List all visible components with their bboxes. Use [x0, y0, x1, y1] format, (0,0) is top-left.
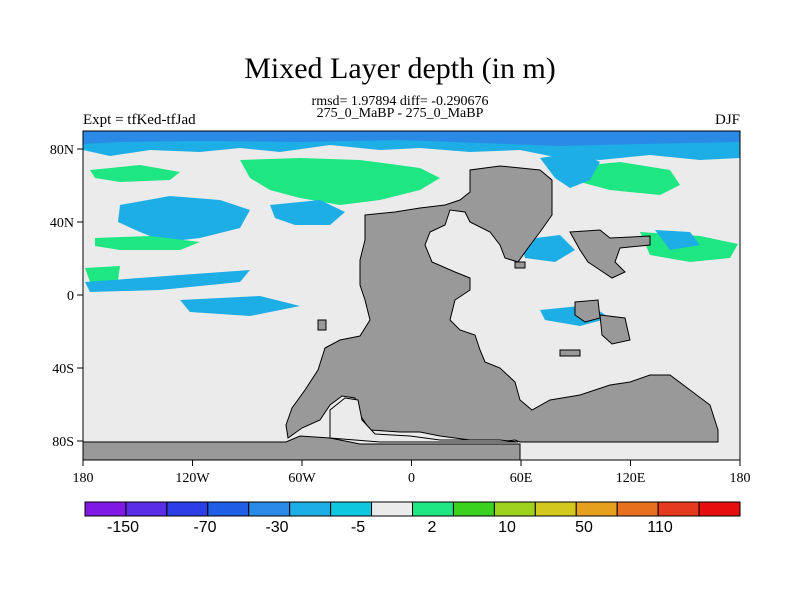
map-title: Mixed Layer depth (in m) [244, 52, 556, 85]
land-east-peninsula [569, 229, 651, 279]
season-label: DJF [714, 112, 740, 128]
colorbar-swatch [534, 501, 577, 517]
indian-blue [520, 235, 575, 262]
south-light-inlet [329, 397, 519, 443]
x-tick-label: 0 [408, 471, 415, 486]
land-islands-b [599, 314, 631, 345]
colorbar-labels: -150 -70 -30 -5 2 10 50 110 [107, 519, 673, 536]
x-tick-labels: 180 120W 60W 0 60E 120E 180 [73, 471, 751, 486]
axis-ticks [77, 148, 741, 466]
colorbar-swatch [84, 501, 127, 517]
colorbar-label: -70 [193, 519, 216, 536]
green-band-40n [95, 236, 200, 250]
tropical-blue-a [85, 270, 250, 292]
x-tick-label: 60W [288, 471, 316, 486]
arctic-dark-band [83, 131, 740, 146]
colorbar-label: 50 [575, 519, 593, 536]
x-tick-label: 180 [730, 471, 751, 486]
colorbar-label: 10 [498, 519, 516, 536]
colorbar-label: -5 [351, 519, 365, 536]
tropical-blue-b [180, 296, 300, 316]
colorbar-label: 2 [428, 519, 437, 536]
colorbar [84, 501, 741, 517]
north-green-b [90, 165, 180, 182]
colorbar-label: -150 [107, 519, 139, 536]
colorbar-swatch [125, 501, 168, 517]
y-tick-label: 0 [67, 289, 74, 304]
land-islands-d [317, 319, 327, 331]
x-tick-label: 120E [616, 471, 646, 486]
x-tick-label: 60E [510, 471, 533, 486]
y-tick-label: 40N [50, 216, 74, 231]
colorbar-swatch [207, 501, 250, 517]
anomaly-patches [83, 131, 740, 326]
land-islands-c [559, 349, 581, 357]
colorbar-swatch [166, 501, 209, 517]
colorbar-swatch [657, 501, 700, 517]
colorbar-swatch [698, 501, 741, 517]
land-islands-e [514, 261, 526, 269]
pacific-blue [118, 196, 250, 242]
tropical-green [85, 266, 120, 282]
experiment-label: Expt = tfKed-tfJad [83, 112, 196, 128]
east-blue-40n [655, 230, 700, 250]
colorbar-swatch [371, 501, 413, 517]
colorbar-swatch [412, 501, 454, 517]
y-tick-label: 40S [52, 362, 74, 377]
land-islands-a [574, 299, 601, 323]
x-tick-label: 180 [73, 471, 94, 486]
x-tick-label: 120W [175, 471, 210, 486]
y-tick-label: 80N [50, 143, 74, 158]
land-masses [82, 165, 719, 461]
colorbar-label: 110 [647, 519, 673, 536]
colorbar-swatch [616, 501, 659, 517]
colorbar-label: -30 [265, 519, 288, 536]
y-tick-labels: 80N 40N 0 40S 80S [50, 143, 74, 450]
pacific-blue-2 [270, 200, 345, 225]
north-green-a [240, 158, 440, 205]
stats-subtitle: rmsd= 1.97894 diff= -0.290676 [311, 94, 489, 109]
north-blue-d [540, 152, 600, 188]
colorbar-swatch [575, 501, 618, 517]
colorbar-swatch [330, 501, 373, 517]
period-subtitle: 275_0_MaBP - 275_0_MaBP [316, 106, 484, 121]
colorbar-swatch [493, 501, 536, 517]
land-main [285, 165, 719, 443]
colorbar-swatch [289, 501, 332, 517]
y-tick-label: 80S [52, 435, 74, 450]
colorbar-swatch [452, 501, 495, 517]
colorbar-swatch [248, 501, 291, 517]
